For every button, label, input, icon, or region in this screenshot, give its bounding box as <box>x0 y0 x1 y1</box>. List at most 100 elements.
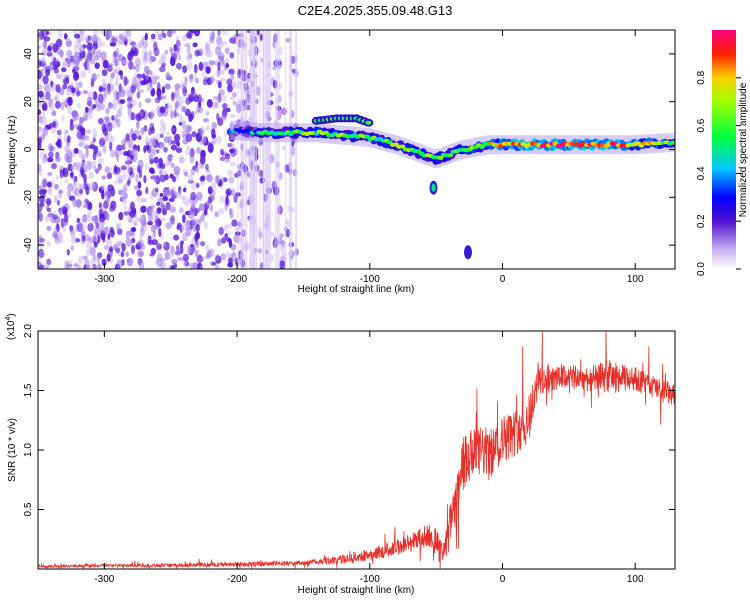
noise-speckle <box>45 85 52 93</box>
noise-speckle <box>122 184 128 195</box>
noise-speckle <box>63 213 69 223</box>
noise-speckle <box>106 133 113 144</box>
noise-speckle <box>199 203 205 211</box>
noise-speckle <box>224 47 230 54</box>
noise-speckle <box>85 39 89 44</box>
noise-speckle <box>92 45 96 53</box>
noise-speckle <box>148 213 153 223</box>
noise-speckle <box>231 251 237 262</box>
noise-speckle <box>56 199 61 206</box>
noise-speckle <box>130 244 136 254</box>
ridge-point <box>670 140 675 145</box>
noise-speckle <box>159 261 166 269</box>
noise-speckle <box>189 73 194 80</box>
noise-speckle <box>159 217 166 222</box>
noise-speckle <box>191 246 196 253</box>
noise-speckle <box>207 186 213 195</box>
snr-multiplier-exp: 4 <box>5 317 12 321</box>
spectrogram-xlabel: Height of straight line (km) <box>298 284 415 295</box>
noise-speckle <box>196 182 200 188</box>
noise-speckle <box>46 225 52 231</box>
noise-streak <box>274 30 277 269</box>
noise-speckle <box>98 85 103 93</box>
noise-speckle <box>279 260 286 269</box>
noise-speckle <box>120 149 124 156</box>
noise-speckle <box>55 175 60 180</box>
noise-speckle <box>220 115 227 121</box>
noise-speckle <box>105 107 110 115</box>
noise-speckle <box>125 30 132 38</box>
noise-speckle <box>162 188 168 197</box>
noise-speckle <box>170 144 177 151</box>
noise-speckle <box>141 73 146 79</box>
noise-streak <box>289 30 292 269</box>
noise-speckle <box>135 173 139 183</box>
noise-streak <box>294 30 297 269</box>
noise-speckle <box>158 227 162 237</box>
colorbar-label: Normalized spectral amplitude <box>738 82 749 217</box>
noise-speckle <box>181 34 187 42</box>
noise-speckle <box>286 222 290 227</box>
noise-speckle <box>139 215 145 225</box>
noise-speckle <box>142 57 148 66</box>
noise-speckle <box>48 64 55 70</box>
noise-speckle <box>126 179 131 187</box>
noise-speckle <box>181 120 186 130</box>
noise-speckle <box>156 82 161 92</box>
noise-speckle <box>98 202 102 209</box>
y-tick-label: -20 <box>23 190 34 205</box>
noise-speckle <box>228 176 235 184</box>
noise-speckle <box>174 93 181 101</box>
noise-speckle <box>163 146 168 153</box>
noise-speckle <box>48 98 52 108</box>
noise-speckle <box>231 142 236 150</box>
noise-speckle <box>49 122 55 128</box>
noise-speckle <box>194 249 199 258</box>
y-tick-label: 40 <box>23 48 34 60</box>
noise-speckle <box>103 200 109 210</box>
noise-speckle <box>64 260 70 269</box>
noise-speckle <box>62 167 66 177</box>
noise-speckle <box>100 51 107 62</box>
noise-speckle <box>57 232 64 242</box>
noise-speckle <box>246 98 251 105</box>
noise-speckle <box>123 211 130 216</box>
noise-speckle <box>229 96 235 101</box>
noise-speckle <box>192 42 198 48</box>
noise-speckle <box>104 166 110 173</box>
noise-speckle <box>125 230 131 240</box>
noise-speckle <box>160 53 165 63</box>
colorbar-gradient <box>712 30 736 269</box>
noise-speckle <box>38 237 45 243</box>
noise-speckle <box>187 245 192 254</box>
noise-speckle <box>174 100 181 110</box>
noise-speckle <box>87 222 94 232</box>
noise-speckle <box>147 145 152 154</box>
noise-speckle <box>220 77 226 82</box>
x-tick-label: 0 <box>500 574 506 585</box>
noise-speckle <box>128 60 134 70</box>
noise-speckle <box>75 90 81 97</box>
x-tick-label: 0 <box>500 274 506 285</box>
noise-speckle <box>213 101 219 109</box>
noise-speckle <box>87 49 92 56</box>
noise-speckle <box>194 109 199 115</box>
noise-speckle <box>219 156 226 162</box>
noise-speckle <box>66 59 71 65</box>
noise-speckle <box>76 217 81 224</box>
noise-speckle <box>111 115 115 121</box>
noise-speckle <box>199 176 204 182</box>
noise-speckle <box>118 70 123 76</box>
noise-speckle <box>147 235 152 243</box>
noise-speckle <box>205 244 210 255</box>
colorbar-tick-label: 0.2 <box>696 214 707 228</box>
ridge-point <box>437 155 444 160</box>
noise-speckle <box>92 151 97 161</box>
noise-speckle <box>88 181 96 191</box>
noise-speckle <box>170 127 176 132</box>
noise-speckle <box>229 52 235 59</box>
noise-speckle <box>190 219 197 226</box>
noise-speckle <box>232 100 238 106</box>
noise-speckle <box>126 258 131 263</box>
noise-speckle <box>153 215 159 224</box>
